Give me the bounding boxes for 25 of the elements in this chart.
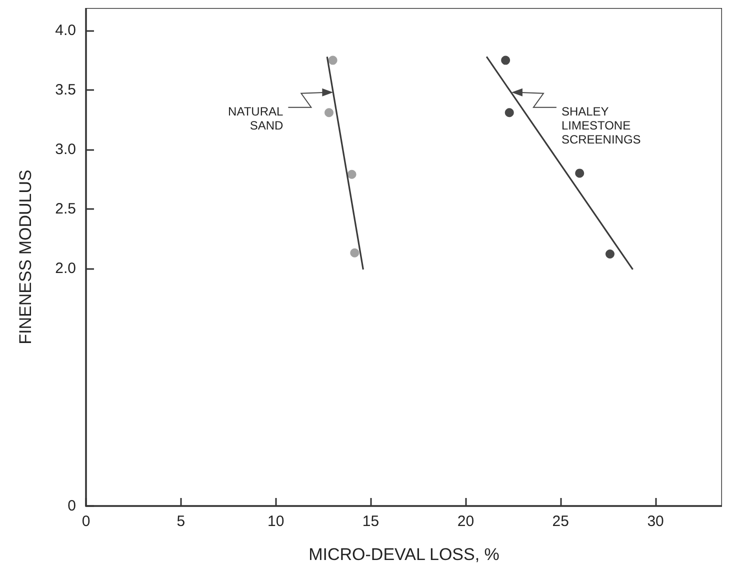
- point: [347, 170, 356, 179]
- annotation: NATURAL SAND: [228, 104, 284, 132]
- point: [575, 168, 584, 178]
- y-tick-label: 0: [68, 498, 76, 514]
- annotation: SHALEY LIMESTONE SCREENINGS: [561, 104, 641, 146]
- y-tick-label: 3.0: [55, 140, 76, 158]
- point: [324, 108, 334, 118]
- point: [501, 56, 510, 65]
- y-tick-label: 2.5: [55, 200, 76, 218]
- point: [605, 250, 614, 259]
- x-tick-label: 25: [552, 513, 569, 530]
- x-axis-title: MICRO-DEVAL LOSS, %: [308, 545, 500, 564]
- x-tick-label: 0: [82, 513, 90, 530]
- point: [504, 108, 514, 118]
- y-tick-label: 3.5: [55, 82, 76, 99]
- x-tick-label: 20: [457, 513, 474, 530]
- x-tick-label: 5: [176, 513, 186, 530]
- x-tick-label: 10: [268, 513, 284, 530]
- point: [350, 248, 360, 258]
- x-tick-label: 15: [362, 513, 380, 530]
- y-tick-label: 4.0: [55, 22, 76, 40]
- y-axis-title: FINENESS MODULUS: [16, 170, 35, 344]
- x-tick-label: 30: [647, 513, 664, 530]
- y-tick-label: 2.0: [55, 260, 76, 277]
- point: [328, 56, 338, 65]
